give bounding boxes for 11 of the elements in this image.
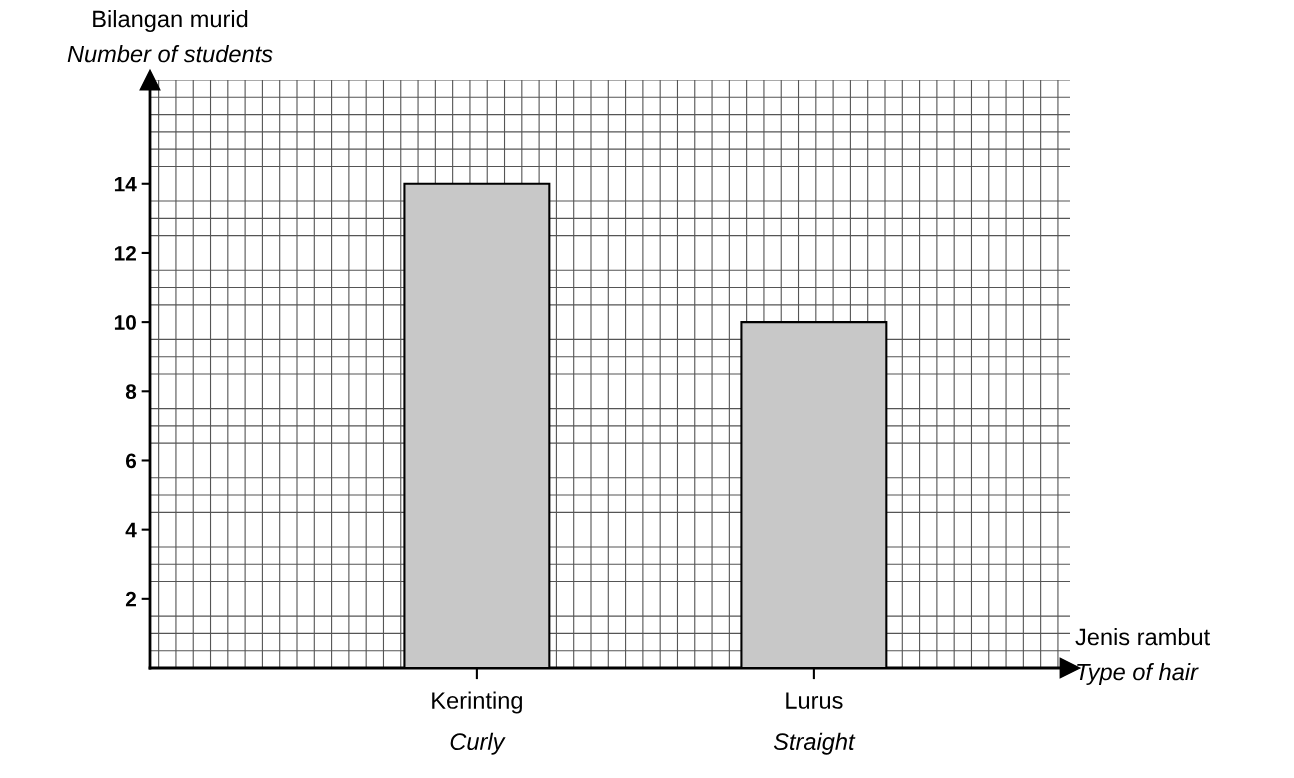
x-axis-title: Jenis rambut Type of hair [1075, 628, 1210, 686]
x-tick-label: Kerinting Curly [432, 691, 522, 755]
y-tick-label: 12 [114, 245, 136, 261]
y-tick-label: 6 [125, 453, 137, 469]
y-tick-label: 14 [114, 176, 137, 192]
y-tick-label: 8 [125, 384, 137, 400]
y-tick-label: 10 [114, 315, 136, 330]
y-tick-label: 2 [125, 591, 136, 607]
y-axis-title: Bilangan murid Number of students [67, 10, 273, 63]
x-tick-label: Lurus Straight [773, 692, 856, 755]
y-tick-label: 4 [125, 522, 137, 538]
